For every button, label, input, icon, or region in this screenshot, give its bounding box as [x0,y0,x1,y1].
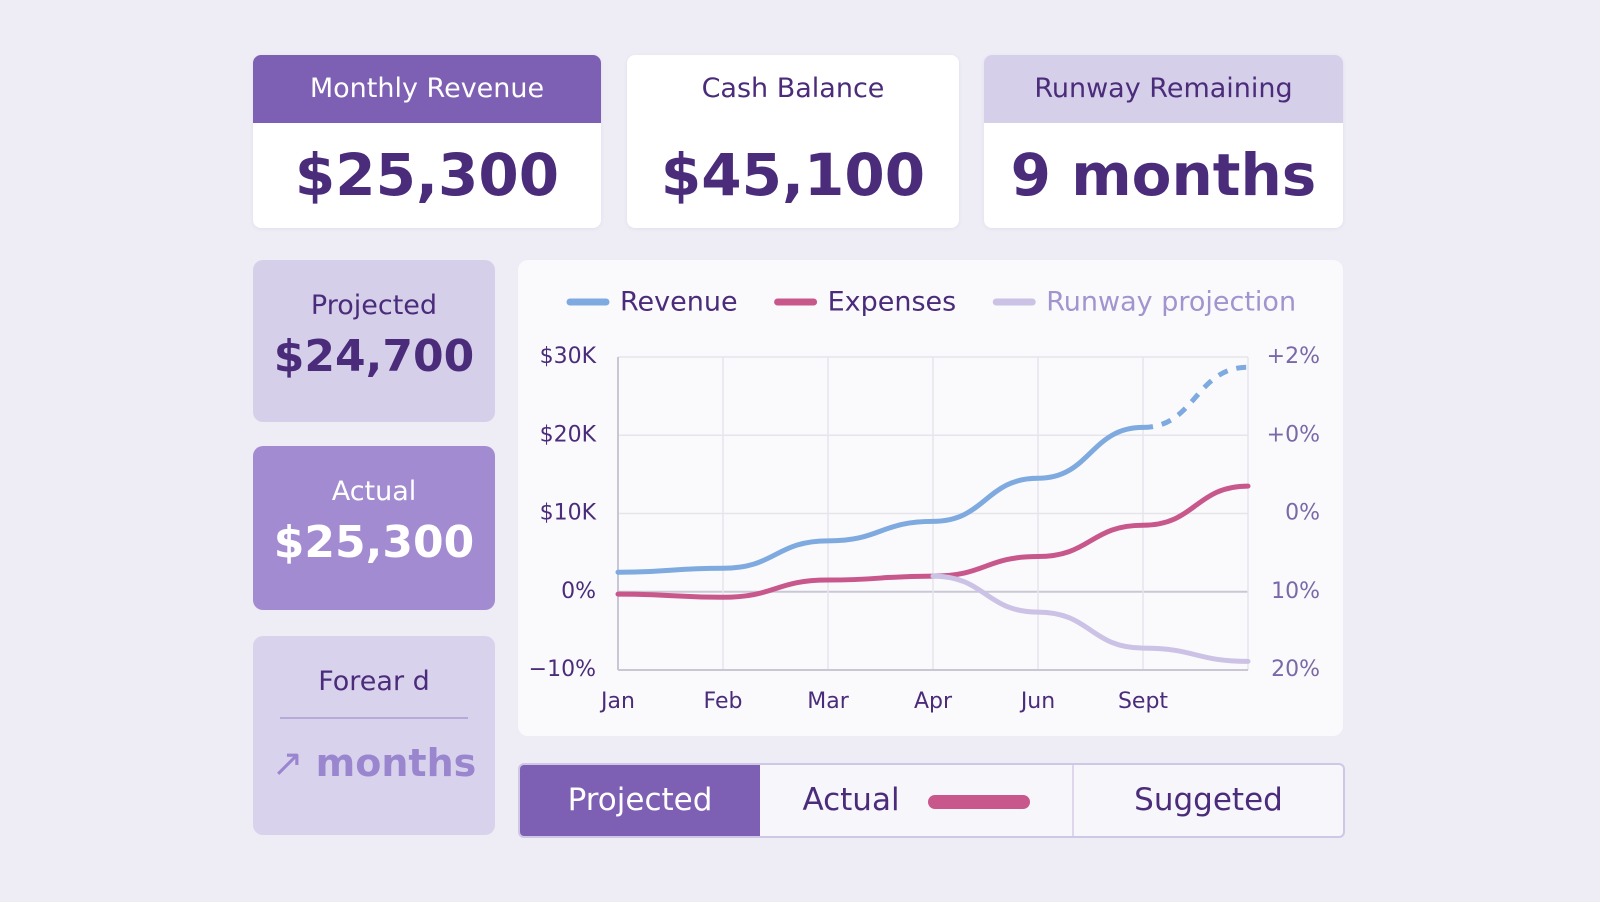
y2-tick-label: 10% [1271,579,1320,604]
card-title: Cash Balance [701,73,885,104]
y2-tick-label: 20% [1271,657,1320,682]
kpi-card: Monthly Revenue $25,300 [253,55,601,228]
side-card-value: ↗ months [253,741,495,785]
side-card: Projected $24,700 [253,260,495,422]
x-tick-label: Jun [1019,689,1055,714]
side-card-title: Actual [331,476,417,507]
card-title: Runway Remaining [984,55,1343,123]
y-tick-label: 0% [561,579,596,604]
side-card: Forear d ↗ months [253,636,495,835]
side-card-title: Projected [310,290,438,321]
arrow-icon: ↗ [271,741,316,785]
side-card-title: Forear d [318,666,430,697]
y-tick-label: −10% [529,657,596,682]
tab[interactable]: Projected [520,765,760,836]
card-title: Monthly Revenue [253,55,601,123]
side-card-value: $25,300 [273,517,475,568]
y2-tick-label: 0% [1285,501,1320,526]
x-tick-label: Apr [914,689,953,714]
chart-panel: Revenue Expenses Runway projection $30K +2% $… [518,260,1343,736]
y-tick-label: $30K [540,344,597,369]
legend-label: Expenses [828,287,957,318]
legend-label: Revenue [620,287,738,318]
tab-label: Actual [802,782,900,818]
kpi-card: Cash Balance $45,100 [627,55,959,228]
kpi-card: Runway Remaining 9 months [984,55,1343,228]
tab-bar: Projected Actual Suggeted [518,763,1345,838]
y-tick-label: $20K [540,422,597,447]
x-tick-label: Feb [704,689,743,714]
series-line [930,573,1251,664]
side-card: Actual $25,300 [253,446,495,610]
x-tick-label: Sept [1118,689,1168,714]
tab-swatch [927,794,1030,809]
side-card-value-text: months [315,741,477,785]
x-tick-label: Mar [807,689,849,714]
card-value: $25,300 [294,141,560,209]
tab[interactable]: Actual [760,765,1074,836]
side-card-value: $24,700 [273,331,475,382]
chart-background [518,260,1343,736]
y-tick-label: $10K [540,501,597,526]
card-value: $45,100 [660,141,926,209]
divider [280,717,468,719]
x-tick-label: Jan [599,689,635,714]
y2-tick-label: +0% [1267,422,1320,447]
series-line [615,424,1146,575]
tab[interactable]: Suggeted [1134,782,1283,818]
legend-label: Runway projection [1046,287,1296,318]
y2-tick-label: +2% [1267,344,1320,369]
series-line-dashed [1142,364,1249,430]
card-value: 9 months [1010,141,1317,209]
